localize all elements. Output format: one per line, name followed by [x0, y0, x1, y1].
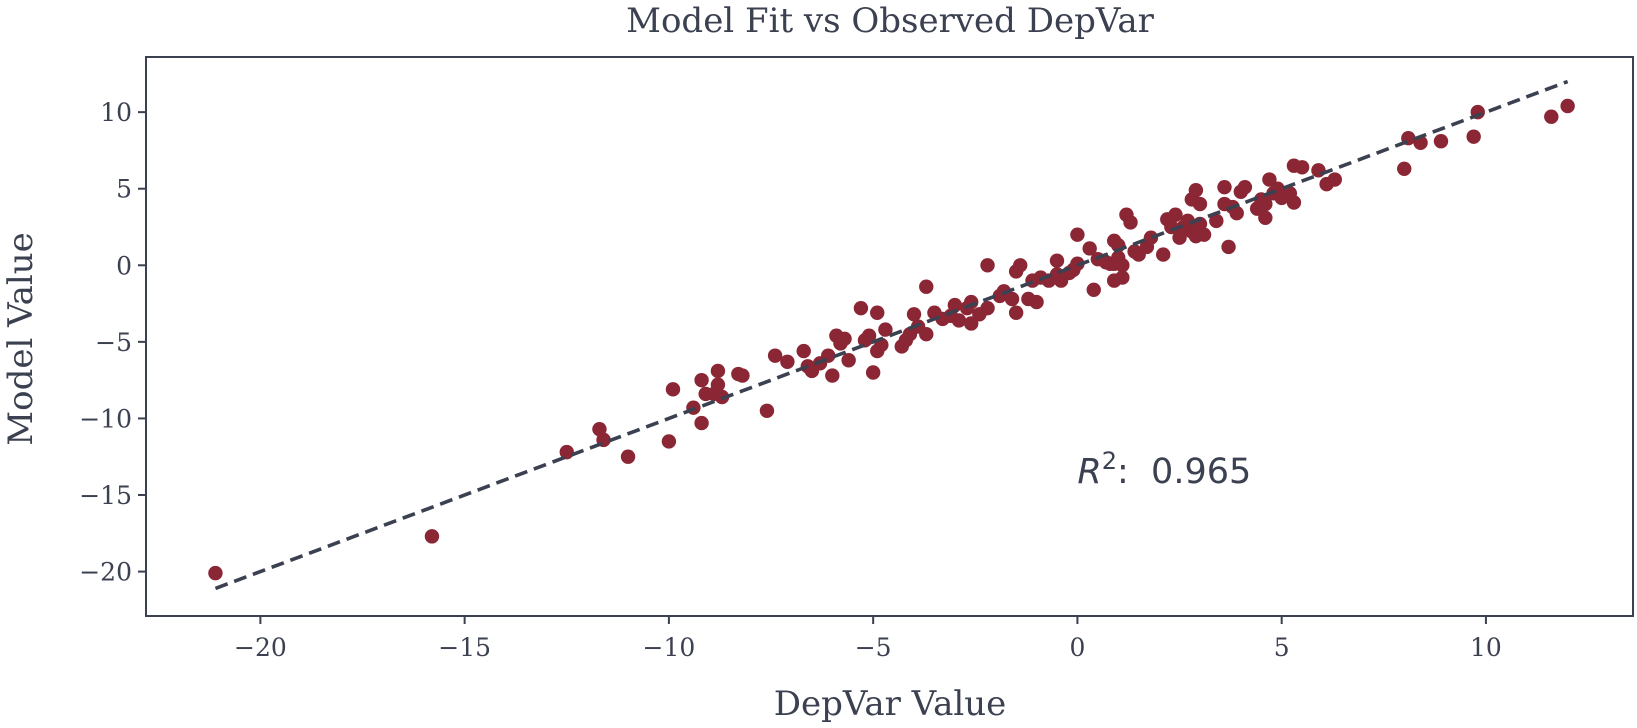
- chart-title: Model Fit vs Observed DepVar: [626, 1, 1154, 41]
- scatter-point: [1143, 230, 1159, 245]
- r2-superscript: 2: [1102, 447, 1117, 475]
- plot-frame: [145, 56, 1634, 617]
- scatter-point: [980, 258, 995, 273]
- scatter-point: [620, 449, 636, 464]
- x-tick-label: −5: [855, 633, 892, 662]
- scatter-point: [1115, 258, 1130, 273]
- scatter-point: [1209, 213, 1224, 229]
- y-tick-label: −15: [79, 481, 132, 510]
- x-tick-label: −15: [438, 633, 491, 662]
- scatter-point: [919, 279, 934, 294]
- scatter-point: [980, 300, 995, 316]
- scatter-point: [825, 368, 840, 383]
- scatter-point: [1544, 109, 1559, 124]
- y-tick-label: 0: [116, 251, 132, 280]
- scatter-point: [710, 363, 726, 379]
- plot-area: −20 −15 −10 −5 0 5 10 −20 −15 −10 −5 0 5 10 R2: 0.965: [79, 56, 1634, 662]
- y-axis-label: Model Value: [1, 232, 41, 445]
- x-tick-label: 5: [1274, 633, 1290, 662]
- scatter-point: [1082, 241, 1097, 256]
- scatter-point: [870, 305, 885, 320]
- scatter-point: [710, 377, 726, 392]
- scatter-point: [694, 372, 709, 388]
- scatter-point: [865, 365, 881, 380]
- x-axis-label: DepVar Value: [774, 684, 1007, 724]
- scatter-point: [1294, 160, 1310, 175]
- scatter-point: [837, 331, 852, 346]
- scatter-point: [1397, 161, 1412, 176]
- scatter-point: [841, 353, 856, 368]
- scatter-point: [964, 316, 979, 331]
- scatter-point: [1115, 270, 1130, 285]
- x-tick-label: 0: [1069, 633, 1085, 662]
- scatter-point: [208, 565, 223, 581]
- scatter-point: [796, 343, 811, 359]
- scatter-point: [1188, 183, 1204, 198]
- scatter-point: [559, 444, 574, 460]
- scatter-point: [919, 327, 934, 342]
- x-tick-label: −20: [234, 633, 287, 662]
- scatter-point: [878, 322, 893, 337]
- r2-annotation: R2: 0.965: [1077, 447, 1251, 492]
- scatter-point: [1070, 227, 1085, 242]
- x-tick-label: −10: [643, 633, 696, 662]
- scatter-point: [1258, 196, 1273, 212]
- scatter-point: [1192, 196, 1208, 212]
- y-tick-label: 5: [116, 175, 132, 204]
- scatter-point: [780, 354, 795, 369]
- scatter-point: [1466, 129, 1481, 144]
- scatter-point: [694, 415, 709, 431]
- scatter-point: [1433, 134, 1449, 149]
- r2-symbol: R: [1077, 452, 1101, 492]
- scatter-point: [1560, 98, 1575, 114]
- y-tick-label: −10: [79, 404, 132, 433]
- scatter-point: [1086, 282, 1101, 297]
- scatter-point: [1311, 163, 1326, 178]
- scatter-point: [735, 368, 750, 383]
- scatter-point: [1327, 172, 1342, 187]
- scatter-point: [1237, 179, 1253, 195]
- scatter-point: [1029, 294, 1044, 310]
- r2-value: : 0.965: [1117, 452, 1251, 492]
- scatter-point: [853, 300, 869, 316]
- scatter-point: [1156, 247, 1171, 262]
- scatter-point: [1229, 206, 1244, 221]
- scatter-point: [767, 348, 783, 363]
- scatter-point: [759, 403, 775, 418]
- scatter-point: [947, 297, 963, 313]
- y-tick-label: −20: [79, 558, 132, 587]
- scatter-point: [1049, 253, 1065, 268]
- scatter-point: [906, 307, 922, 322]
- scatter-point: [665, 382, 681, 397]
- scatter-point: [1262, 172, 1277, 187]
- y-tick-label: −5: [95, 328, 132, 357]
- x-tick-label: 10: [1470, 633, 1502, 662]
- scatter-point: [424, 529, 440, 544]
- scatter-point: [1168, 207, 1183, 222]
- scatter-point: [1004, 291, 1020, 307]
- scatter-point: [1196, 227, 1212, 242]
- scatter-point: [951, 313, 967, 328]
- scatter-point: [1123, 215, 1138, 230]
- scatter-point: [1258, 210, 1273, 226]
- fit-line: [214, 79, 1569, 591]
- scatter-point: [1013, 258, 1028, 273]
- scatter-point: [1217, 179, 1232, 195]
- scatter-point: [1286, 195, 1302, 210]
- scatter-point: [1008, 305, 1024, 320]
- y-tick-label: 10: [100, 98, 132, 127]
- scatter-point: [661, 434, 677, 449]
- scatter-point: [1221, 239, 1236, 255]
- scatter-point: [861, 328, 877, 343]
